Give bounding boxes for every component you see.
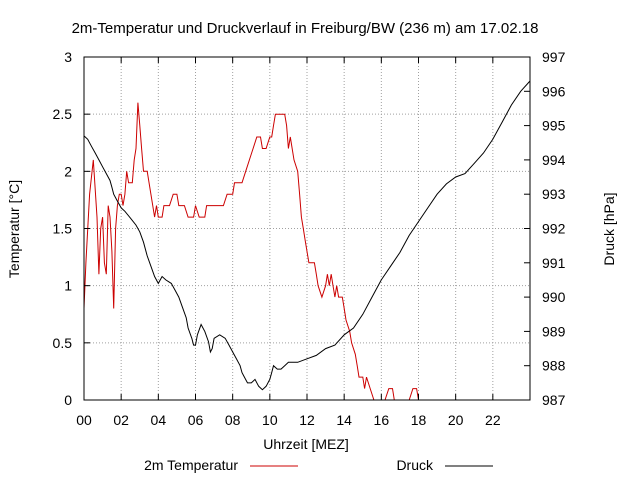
x-tick-label: 12	[299, 412, 315, 428]
x-tick-label: 18	[411, 412, 427, 428]
y2-tick-label: 988	[542, 358, 566, 374]
y2-tick-label: 991	[542, 255, 566, 271]
legend-label-pressure: Druck	[396, 457, 434, 473]
y2-tick-label: 990	[542, 289, 566, 305]
x-tick-label: 16	[374, 412, 390, 428]
y-tick-label: 0	[64, 392, 72, 408]
y-tick-label: 3	[64, 49, 72, 65]
y-axis-label: Temperatur [°C]	[6, 180, 22, 278]
y2-tick-labels: 987 988 989 990 991 992 993 994 995 996 997	[542, 49, 566, 408]
x-tick-label: 14	[336, 412, 352, 428]
plot-lines	[83, 80, 531, 401]
x-tick-label: 06	[188, 412, 204, 428]
x-tick-label: 20	[448, 412, 464, 428]
y-tick-label: 1.5	[53, 221, 73, 237]
y2-tick-label: 996	[542, 83, 566, 99]
y-tick-label: 2	[64, 163, 72, 179]
y-tick-label: 2.5	[53, 106, 73, 122]
series-line-temperature	[83, 102, 530, 401]
y2-tick-label: 993	[542, 186, 566, 202]
y2-axis-label: Druck [hPa]	[601, 192, 617, 265]
x-tick-label: 22	[485, 412, 501, 428]
x-tick-label: 00	[76, 412, 92, 428]
x-tick-labels: 00 02 04 06 08 10 12 14 16 18 20 22	[76, 412, 501, 428]
legend: 2m Temperatur Druck	[144, 457, 493, 473]
tick-marks	[83, 56, 530, 401]
y2-tick-label: 987	[542, 392, 566, 408]
y2-tick-label: 989	[542, 323, 566, 339]
y2-tick-label: 992	[542, 221, 566, 237]
gridlines	[84, 57, 530, 400]
y2-tick-label: 995	[542, 118, 566, 134]
y2-tick-label: 994	[542, 152, 566, 168]
legend-label-temperature: 2m Temperatur	[144, 457, 238, 473]
chart-title: 2m-Temperatur und Druckverlauf in Freibu…	[72, 20, 539, 37]
x-tick-label: 04	[151, 412, 167, 428]
y-tick-label: 1	[64, 278, 72, 294]
y-tick-label: 0.5	[53, 335, 73, 351]
y-tick-labels: 0 0.5 1 1.5 2 2.5 3	[53, 49, 73, 408]
x-tick-label: 02	[113, 412, 129, 428]
y2-tick-label: 997	[542, 49, 566, 65]
x-tick-label: 08	[225, 412, 241, 428]
x-axis-label: Uhrzeit [MEZ]	[263, 436, 349, 452]
x-tick-label: 10	[262, 412, 278, 428]
series-line-pressure	[83, 80, 531, 391]
